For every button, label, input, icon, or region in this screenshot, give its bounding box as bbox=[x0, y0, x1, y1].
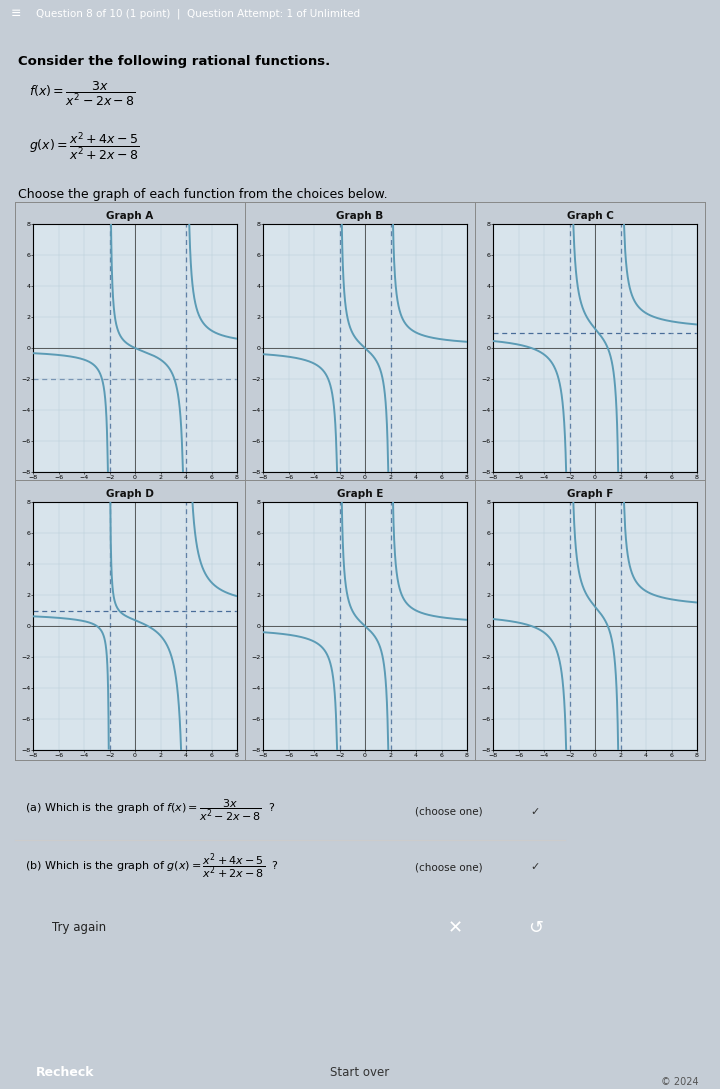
Text: Recheck: Recheck bbox=[36, 1065, 94, 1078]
Text: Graph C: Graph C bbox=[567, 211, 613, 221]
Text: ↺: ↺ bbox=[528, 919, 543, 937]
Text: Graph B: Graph B bbox=[336, 211, 384, 221]
Text: Graph F: Graph F bbox=[567, 489, 613, 499]
Text: Try again: Try again bbox=[52, 921, 106, 934]
Text: $f(x)=\dfrac{3x}{x^2-2x-8}$: $f(x)=\dfrac{3x}{x^2-2x-8}$ bbox=[29, 79, 135, 108]
Text: Graph E: Graph E bbox=[337, 489, 383, 499]
Text: ≡: ≡ bbox=[11, 8, 22, 21]
Text: (b) Which is the graph of $g\left(x\right)=\dfrac{x^2+4x-5}{x^2+2x-8}$  ?: (b) Which is the graph of $g\left(x\righ… bbox=[25, 852, 279, 881]
Text: (a) Which is the graph of $f\left(x\right)=\dfrac{3x}{x^2-2x-8}$  ?: (a) Which is the graph of $f\left(x\righ… bbox=[25, 797, 276, 822]
Text: Question 8 of 10 (1 point)  |  Question Attempt: 1 of Unlimited: Question 8 of 10 (1 point) | Question At… bbox=[36, 9, 360, 20]
Text: (choose one): (choose one) bbox=[415, 807, 482, 817]
Text: ✕: ✕ bbox=[448, 919, 463, 937]
Text: Graph A: Graph A bbox=[107, 211, 153, 221]
Text: © 2024: © 2024 bbox=[661, 1077, 698, 1087]
Text: (choose one): (choose one) bbox=[415, 862, 482, 872]
Text: Graph D: Graph D bbox=[106, 489, 154, 499]
Text: Start over: Start over bbox=[330, 1065, 390, 1078]
Text: ✓: ✓ bbox=[531, 807, 540, 817]
Text: Consider the following rational functions.: Consider the following rational function… bbox=[18, 56, 330, 68]
Text: ✓: ✓ bbox=[531, 862, 540, 872]
Text: $g(x)=\dfrac{x^2+4x-5}{x^2+2x-8}$: $g(x)=\dfrac{x^2+4x-5}{x^2+2x-8}$ bbox=[29, 130, 139, 161]
Text: Choose the graph of each function from the choices below.: Choose the graph of each function from t… bbox=[18, 188, 387, 201]
